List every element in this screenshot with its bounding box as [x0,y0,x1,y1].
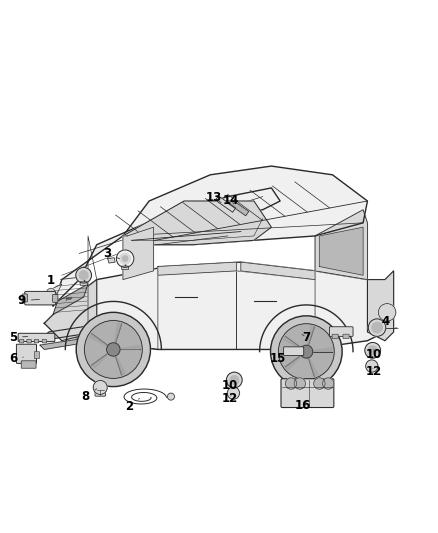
Polygon shape [315,210,367,280]
Polygon shape [90,334,113,350]
Text: 8: 8 [82,389,97,403]
Text: 4: 4 [381,314,390,328]
Circle shape [372,322,382,333]
Polygon shape [92,350,113,368]
FancyBboxPatch shape [34,340,39,343]
Circle shape [85,320,142,378]
FancyBboxPatch shape [21,361,36,368]
Text: 12: 12 [366,365,382,378]
Polygon shape [113,345,140,350]
FancyBboxPatch shape [22,294,27,302]
Circle shape [93,381,107,394]
Polygon shape [113,350,125,375]
Text: 10: 10 [366,348,382,361]
FancyBboxPatch shape [281,379,334,408]
Circle shape [271,316,342,387]
FancyBboxPatch shape [284,347,304,356]
FancyBboxPatch shape [53,294,58,302]
Text: 10: 10 [222,379,238,392]
FancyBboxPatch shape [18,333,55,342]
Circle shape [365,343,381,358]
Polygon shape [40,336,97,350]
Circle shape [378,304,396,321]
Polygon shape [108,258,115,263]
Polygon shape [306,352,318,376]
Polygon shape [53,188,280,306]
Circle shape [227,387,240,399]
Polygon shape [319,227,363,275]
Circle shape [294,378,305,389]
Polygon shape [44,284,62,299]
Text: 12: 12 [222,392,238,405]
Text: 3: 3 [104,247,120,260]
Text: 16: 16 [295,399,311,412]
Circle shape [368,319,386,336]
Polygon shape [158,262,237,275]
Text: 14: 14 [223,193,240,207]
Circle shape [279,324,334,379]
Text: 1: 1 [47,274,76,287]
Polygon shape [123,166,367,245]
Circle shape [368,346,377,354]
Circle shape [230,376,239,384]
FancyBboxPatch shape [343,334,349,338]
FancyBboxPatch shape [80,282,87,285]
Polygon shape [229,199,249,216]
Text: 5: 5 [9,331,28,344]
Polygon shape [286,352,306,370]
Text: JEEP: JEEP [65,297,72,301]
Polygon shape [44,280,97,341]
FancyBboxPatch shape [332,334,338,338]
Circle shape [79,271,88,280]
FancyBboxPatch shape [329,327,353,336]
Circle shape [322,378,334,389]
Circle shape [286,378,297,389]
Text: 6: 6 [9,352,23,365]
Text: 2: 2 [125,398,140,413]
Circle shape [107,343,120,356]
Circle shape [167,393,174,400]
Polygon shape [215,196,236,212]
FancyBboxPatch shape [27,340,31,343]
Polygon shape [283,336,306,352]
Circle shape [76,312,150,386]
Circle shape [226,372,242,388]
Polygon shape [241,262,315,280]
Circle shape [123,256,128,261]
Circle shape [76,268,92,283]
Circle shape [300,345,313,358]
Polygon shape [53,284,88,314]
Circle shape [314,378,325,389]
Polygon shape [113,323,122,350]
Circle shape [366,360,378,372]
Circle shape [46,288,55,297]
FancyBboxPatch shape [122,266,129,270]
Polygon shape [44,262,385,350]
Polygon shape [123,227,153,280]
FancyBboxPatch shape [34,352,39,359]
Polygon shape [306,326,314,352]
Text: 15: 15 [270,352,286,365]
Circle shape [120,253,131,264]
Text: 9: 9 [18,294,39,307]
Text: 13: 13 [205,191,222,204]
FancyBboxPatch shape [19,340,24,343]
FancyBboxPatch shape [25,292,56,305]
FancyBboxPatch shape [16,344,36,364]
Text: 7: 7 [302,331,311,344]
Polygon shape [123,201,272,245]
Polygon shape [40,323,106,341]
Polygon shape [306,348,332,352]
Circle shape [117,250,134,268]
FancyBboxPatch shape [95,386,106,396]
Polygon shape [367,271,394,341]
FancyBboxPatch shape [42,340,46,343]
